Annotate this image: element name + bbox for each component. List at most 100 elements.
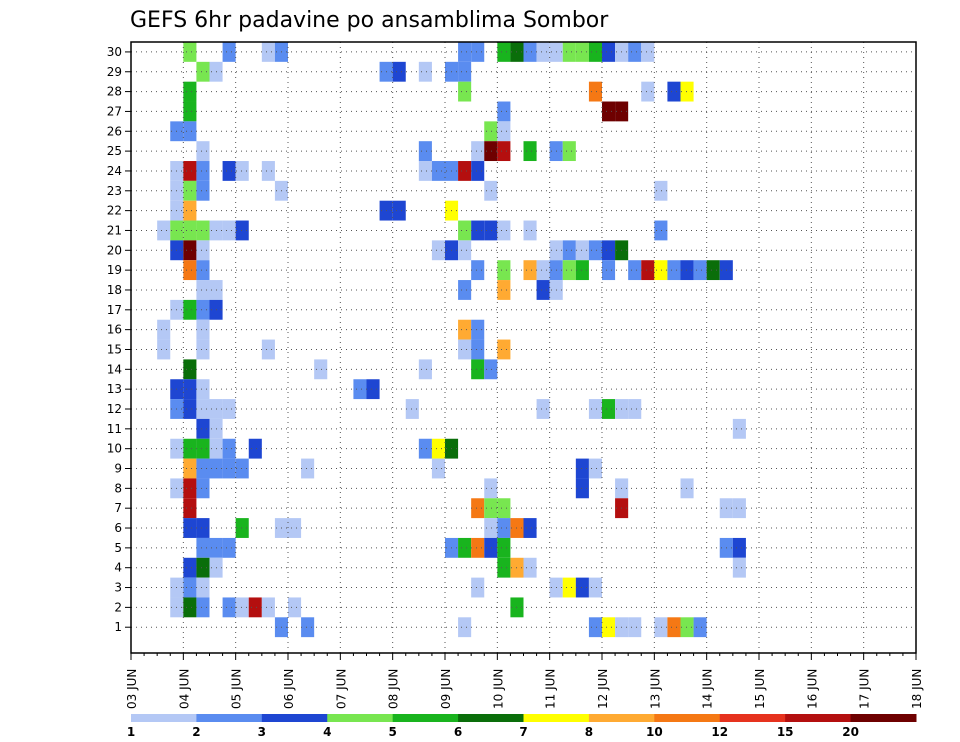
heatmap-cell	[602, 260, 616, 281]
heatmap-cell	[458, 280, 472, 300]
y-tick-label: 5	[114, 541, 122, 555]
heatmap-cell	[392, 61, 406, 82]
legend-label: 2	[192, 725, 200, 739]
heatmap-cell	[196, 379, 210, 400]
heatmap-cell	[235, 161, 249, 181]
chart-title: GEFS 6hr padavine po ansamblima Sombor	[130, 8, 609, 33]
heatmap-cell	[680, 478, 694, 499]
heatmap-cell	[497, 498, 511, 519]
heatmap-cell	[418, 141, 432, 162]
y-tick-label: 18	[107, 283, 122, 297]
heatmap-cell	[654, 180, 668, 201]
legend-label: 7	[519, 725, 527, 739]
heatmap-cell	[235, 458, 249, 479]
heatmap-cell	[654, 260, 668, 281]
heatmap-cell	[196, 438, 210, 459]
heatmap-cell	[196, 319, 210, 340]
heatmap-cell	[471, 498, 485, 519]
heatmap-cell	[183, 299, 197, 320]
heatmap-cell	[497, 557, 511, 578]
heatmap-cell	[248, 438, 262, 459]
heatmap-cell	[588, 577, 602, 598]
y-tick-label: 25	[107, 144, 122, 158]
heatmap-cell	[484, 518, 498, 538]
heatmap-cell	[497, 280, 511, 300]
legend-label: 5	[388, 725, 396, 739]
heatmap-cell	[261, 597, 275, 618]
heatmap-cell	[693, 617, 707, 638]
heatmap-cell	[628, 617, 642, 638]
heatmap-cell	[471, 141, 485, 162]
x-tick-label: 07 JUN	[334, 669, 348, 709]
heatmap-cell	[288, 518, 302, 538]
heatmap-cell	[523, 42, 537, 62]
y-tick-label: 27	[107, 104, 122, 118]
heatmap-cell	[261, 42, 275, 62]
heatmap-cell	[314, 359, 328, 380]
heatmap-cell	[471, 537, 485, 558]
heatmap-cell	[418, 359, 432, 380]
heatmap-cell	[222, 597, 236, 618]
legend-swatch	[523, 714, 590, 722]
heatmap-cell	[183, 260, 197, 281]
heatmap-cell	[575, 260, 589, 281]
heatmap-cell	[471, 260, 485, 281]
heatmap-cell	[562, 42, 576, 62]
heatmap-cell	[628, 399, 642, 419]
legend-swatch	[719, 714, 786, 722]
heatmap-cell	[536, 260, 550, 281]
y-tick-label: 16	[107, 323, 122, 337]
heatmap-cell	[183, 577, 197, 598]
heatmap-cell	[588, 458, 602, 479]
heatmap-cell	[484, 537, 498, 558]
heatmap-cell	[222, 161, 236, 181]
heatmap-cell	[183, 180, 197, 201]
heatmap-cell	[196, 220, 210, 241]
heatmap-cell	[235, 518, 249, 538]
y-tick-label: 9	[114, 462, 122, 476]
heatmap-cell	[222, 537, 236, 558]
heatmap-cell	[732, 537, 746, 558]
legend-swatch	[654, 714, 721, 722]
heatmap-cell	[680, 81, 694, 102]
heatmap-cell	[183, 478, 197, 499]
heatmap-cell	[196, 399, 210, 419]
heatmap-cell	[497, 339, 511, 360]
legend-swatch	[458, 714, 524, 722]
heatmap-cell	[523, 557, 537, 578]
heatmap-cell	[588, 399, 602, 419]
heatmap-cell	[288, 597, 302, 618]
heatmap-cell	[353, 379, 367, 400]
heatmap-cell	[196, 240, 210, 261]
heatmap-cell	[497, 260, 511, 281]
heatmap-cell	[575, 577, 589, 598]
heatmap-cell	[484, 498, 498, 519]
heatmap-cell	[222, 220, 236, 241]
x-axis: 03 JUN 04 JUN 05 JUN 06 JUN 07 JUN 08 JUN 09 J…	[125, 653, 924, 709]
heatmap-cell	[183, 42, 197, 62]
heatmap-cell	[484, 180, 498, 201]
heatmap-cell	[222, 42, 236, 62]
heatmap-cell	[183, 359, 197, 380]
x-tick-label: 10 JUN	[491, 669, 505, 709]
heatmap-cell	[575, 458, 589, 479]
heatmap-cell	[575, 240, 589, 261]
heatmap-cell	[497, 141, 511, 162]
heatmap-cell	[497, 42, 511, 62]
heatmap-cell	[471, 161, 485, 181]
heatmap-cell	[667, 260, 681, 281]
heatmap-cell	[536, 42, 550, 62]
legend-label: 4	[323, 725, 331, 739]
heatmap-cell	[196, 339, 210, 360]
heatmap-cell	[667, 81, 681, 102]
x-tick-label: 14 JUN	[701, 669, 715, 709]
legend-label: 15	[777, 725, 794, 739]
heatmap-cell	[458, 161, 472, 181]
heatmap-cell	[183, 438, 197, 459]
heatmap-cell	[458, 240, 472, 261]
heatmap-cell	[196, 537, 210, 558]
heatmap-cell	[562, 240, 576, 261]
legend-swatch	[327, 714, 394, 722]
heatmap-cell	[431, 161, 445, 181]
heatmap-cell	[183, 240, 197, 261]
